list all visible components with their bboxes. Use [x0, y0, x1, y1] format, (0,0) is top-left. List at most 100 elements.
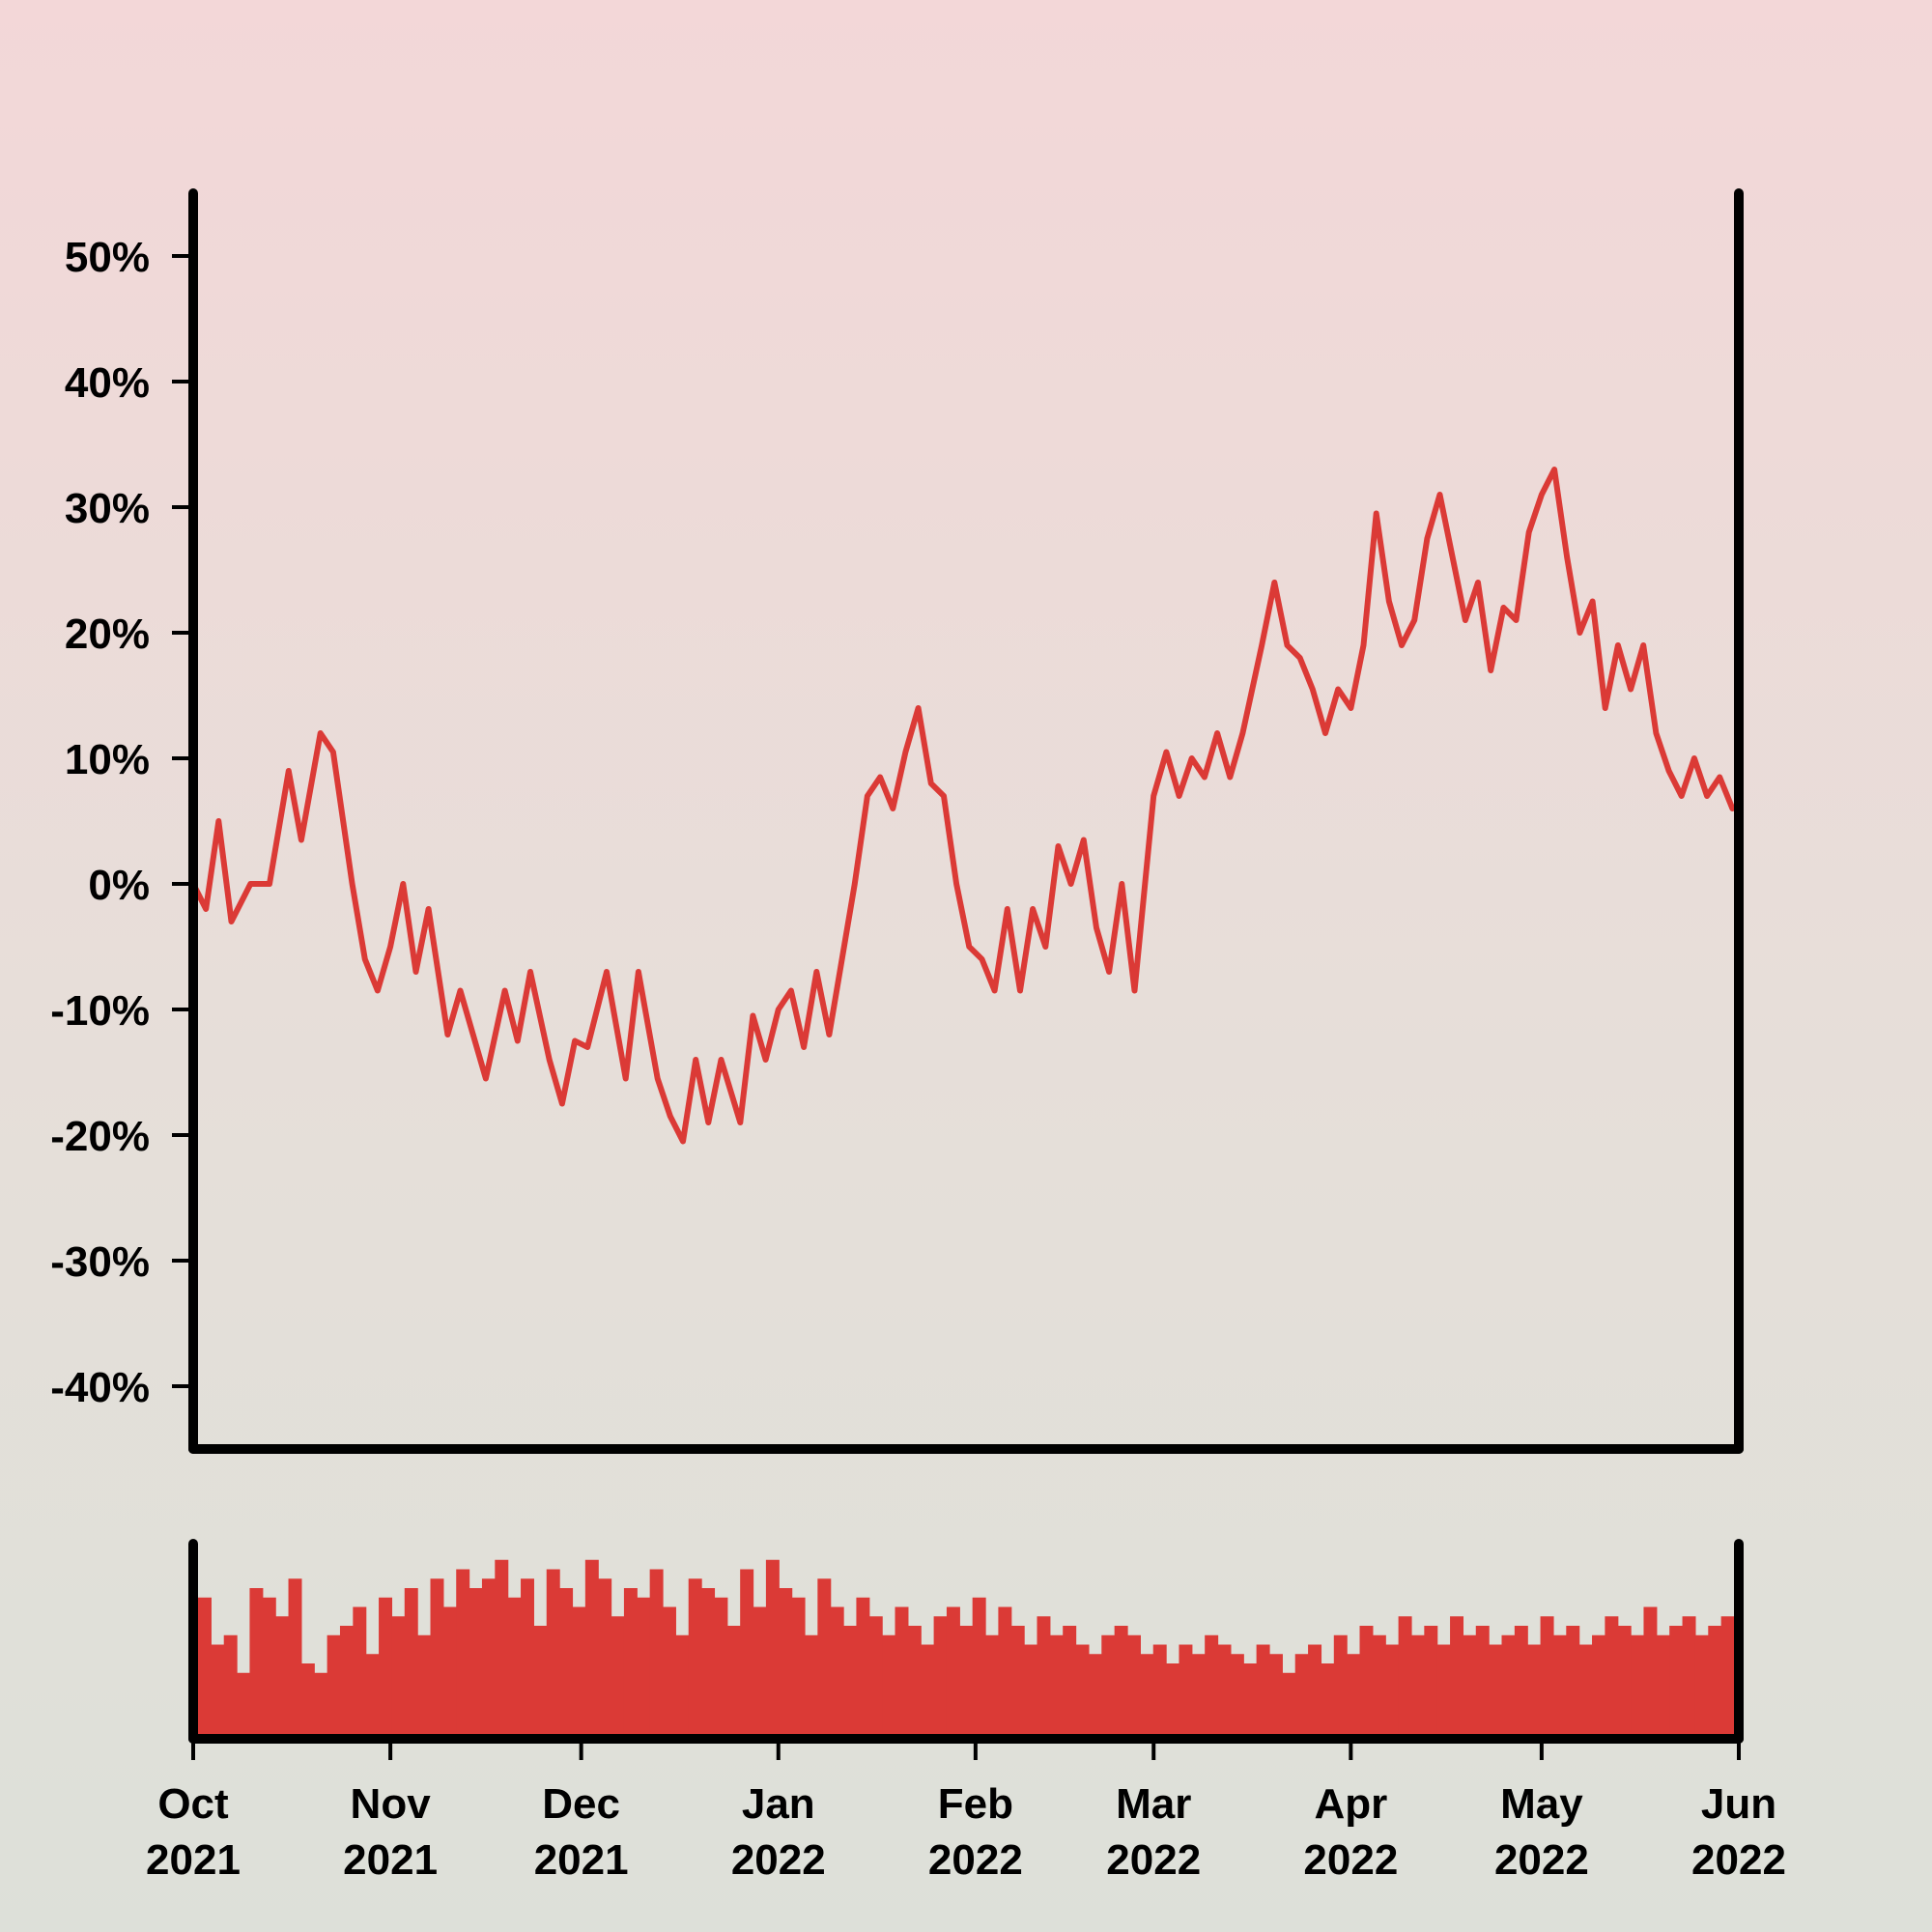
volume-bar — [1321, 1663, 1335, 1739]
volume-bar — [1010, 1626, 1025, 1739]
volume-bar — [546, 1569, 560, 1739]
volume-bar — [1514, 1626, 1528, 1739]
volume-bar — [921, 1644, 935, 1739]
volume-bar — [559, 1588, 574, 1739]
volume-bar — [1037, 1616, 1051, 1739]
volume-bar — [533, 1626, 548, 1739]
volume-bar — [327, 1634, 341, 1739]
volume-bar — [391, 1616, 406, 1739]
y-tick-label: 30% — [65, 485, 150, 532]
volume-bar — [288, 1578, 302, 1739]
volume-bar — [1282, 1672, 1296, 1739]
y-tick-label: 40% — [65, 359, 150, 407]
volume-bar — [300, 1663, 315, 1739]
volume-bar — [1643, 1606, 1658, 1739]
volume-bar — [701, 1588, 716, 1739]
volume-plot: Oct 2021 Nov 2021 Dec 2021 Jan 2022 Feb 2022 Mar 20… — [146, 1539, 1786, 1884]
x-tick-label: Dec 2021 — [534, 1780, 629, 1884]
volume-bar — [1114, 1626, 1128, 1739]
volume-bar — [1243, 1663, 1258, 1739]
volume-bar — [1424, 1626, 1438, 1739]
volume-bar — [688, 1578, 702, 1739]
volume-bar — [430, 1578, 444, 1739]
volume-bar — [714, 1597, 728, 1739]
x-tick-label: Apr 2022 — [1303, 1780, 1398, 1884]
volume-bar — [353, 1606, 367, 1739]
volume-bar — [314, 1672, 328, 1739]
volume-bar — [1347, 1654, 1361, 1739]
volume-bar — [1410, 1634, 1425, 1739]
price-change-line — [190, 467, 1736, 1145]
volume-bar — [598, 1578, 612, 1739]
volume-bar — [1385, 1644, 1400, 1739]
y-tick-label: -20% — [50, 1113, 150, 1160]
volume-bar — [1592, 1634, 1605, 1739]
y-tick-label: -40% — [50, 1364, 150, 1411]
volume-bar — [1127, 1634, 1141, 1739]
volume-bar — [572, 1606, 586, 1739]
volume-bar — [1359, 1626, 1374, 1739]
volume-bar — [1140, 1654, 1154, 1739]
x-tick-label: Nov 2021 — [343, 1780, 438, 1884]
volume-bar — [584, 1559, 599, 1739]
volume-bar — [1708, 1626, 1722, 1739]
volume-bar — [1450, 1616, 1464, 1739]
volume-bar — [895, 1606, 909, 1739]
price-change-plot: -40% -30% -20% -10% 0% 10% 20% 30% 40% 50% — [50, 188, 1744, 1454]
x-tick-label: Feb 2022 — [928, 1780, 1023, 1884]
volume-bar — [1552, 1634, 1567, 1739]
volume-bar — [1669, 1626, 1684, 1739]
volume-bar — [611, 1616, 625, 1739]
volume-bar — [1294, 1654, 1309, 1739]
volume-bars — [198, 1559, 1735, 1739]
volume-bar — [623, 1588, 638, 1739]
volume-bar — [1205, 1634, 1219, 1739]
volume-bar — [675, 1634, 690, 1739]
volume-bar — [1088, 1654, 1102, 1739]
volume-bar — [1101, 1634, 1116, 1739]
volume-bar — [753, 1606, 767, 1739]
volume-bar — [1179, 1644, 1193, 1739]
volume-bar — [1217, 1644, 1232, 1739]
volume-bar — [1308, 1644, 1322, 1739]
y-tick-label: 20% — [65, 611, 150, 658]
volume-bar — [779, 1588, 793, 1739]
volume-bar — [1024, 1644, 1038, 1739]
volume-bar — [1398, 1616, 1412, 1739]
volume-bar — [1694, 1634, 1709, 1739]
volume-bar — [946, 1606, 960, 1739]
volume-bar — [830, 1606, 844, 1739]
volume-bar — [211, 1644, 225, 1739]
volume-bar — [1152, 1644, 1167, 1739]
volume-bar — [882, 1634, 896, 1739]
volume-bar — [1049, 1634, 1064, 1739]
volume-bar — [765, 1559, 780, 1739]
volume-bar — [507, 1597, 522, 1739]
x-tick-label: May 2022 — [1494, 1780, 1589, 1884]
x-tick-label: Mar 2022 — [1106, 1780, 1201, 1884]
volume-bar — [1463, 1634, 1477, 1739]
volume-bar — [1501, 1634, 1516, 1739]
volume-bar — [339, 1626, 354, 1739]
volume-bar — [985, 1634, 999, 1739]
volume-bar — [481, 1578, 496, 1739]
volume-bar — [1191, 1654, 1206, 1739]
y-tick-label: 0% — [88, 862, 150, 909]
x-tick-label: Oct 2021 — [146, 1780, 241, 1884]
volume-bar — [1617, 1626, 1632, 1739]
volume-bar — [1605, 1616, 1619, 1739]
volume-bar — [1166, 1663, 1180, 1739]
volume-bar — [198, 1597, 212, 1739]
volume-bar — [404, 1588, 418, 1739]
volume-bar — [998, 1606, 1012, 1739]
volume-bar — [223, 1634, 238, 1739]
volume-bar — [663, 1606, 676, 1739]
volume-bar — [1075, 1644, 1090, 1739]
volume-bar — [1656, 1634, 1670, 1739]
volume-bar — [1333, 1634, 1348, 1739]
y-tick-label: 50% — [65, 234, 150, 281]
volume-bar — [417, 1634, 432, 1739]
y-axis-ticks: -40% -30% -20% -10% 0% 10% 20% 30% 40% 50% — [50, 234, 193, 1411]
volume-bar — [1631, 1634, 1645, 1739]
